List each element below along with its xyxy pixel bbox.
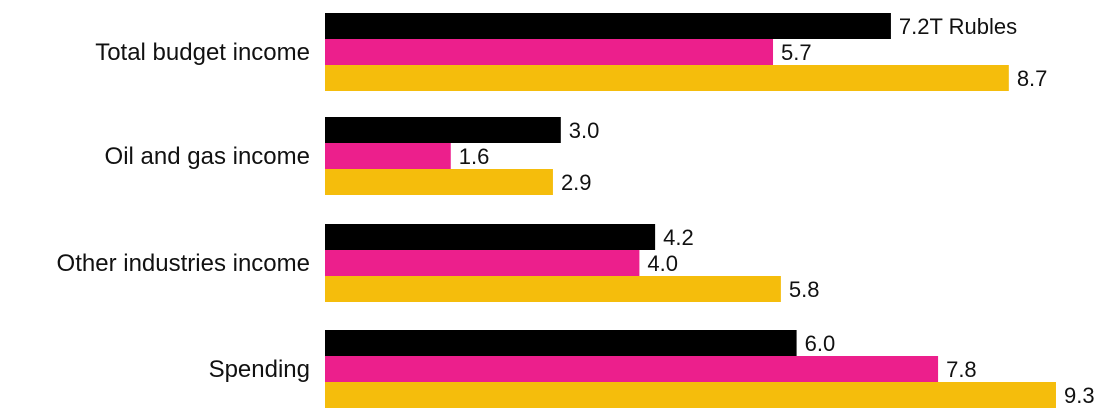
bar-group-total-budget-income: Total budget income 7.2T Rubles 5.7 8.7 [95, 13, 1047, 91]
bar [325, 13, 891, 39]
category-label: Spending [209, 356, 310, 383]
value-label: 9.3 [1064, 383, 1095, 408]
bar [325, 250, 640, 276]
bar [325, 224, 656, 250]
bar [325, 356, 939, 382]
bar [325, 330, 797, 356]
bar [325, 276, 781, 302]
value-label: 2.9 [561, 170, 592, 195]
value-label: 7.8 [946, 357, 977, 382]
category-label: Other industries income [57, 250, 310, 277]
value-label: 1.6 [459, 144, 490, 169]
bar [325, 169, 553, 195]
value-label: 7.2T Rubles [899, 14, 1017, 39]
value-label: 6.0 [805, 331, 836, 356]
value-label: 8.7 [1017, 66, 1048, 91]
category-label: Oil and gas income [105, 143, 310, 170]
bar [325, 382, 1056, 408]
value-label: 4.0 [647, 251, 678, 276]
value-label: 4.2 [663, 225, 694, 250]
bar [325, 143, 451, 169]
bar-group-other-industries-income: Other industries income 4.24.0 5.8 [57, 224, 820, 302]
bar [325, 117, 561, 143]
bar [325, 65, 1009, 91]
value-label: 5.7 [781, 40, 812, 65]
bar [325, 39, 774, 65]
bar-group-spending: Spending 6.0 7.8 9.3 [209, 330, 1095, 408]
bar-group-oil-and-gas-income: Oil and gas income 3.0 1.6 2.9 [105, 117, 600, 195]
value-label: 5.8 [789, 277, 820, 302]
value-label: 3.0 [569, 118, 600, 143]
category-label: Total budget income [95, 39, 310, 66]
